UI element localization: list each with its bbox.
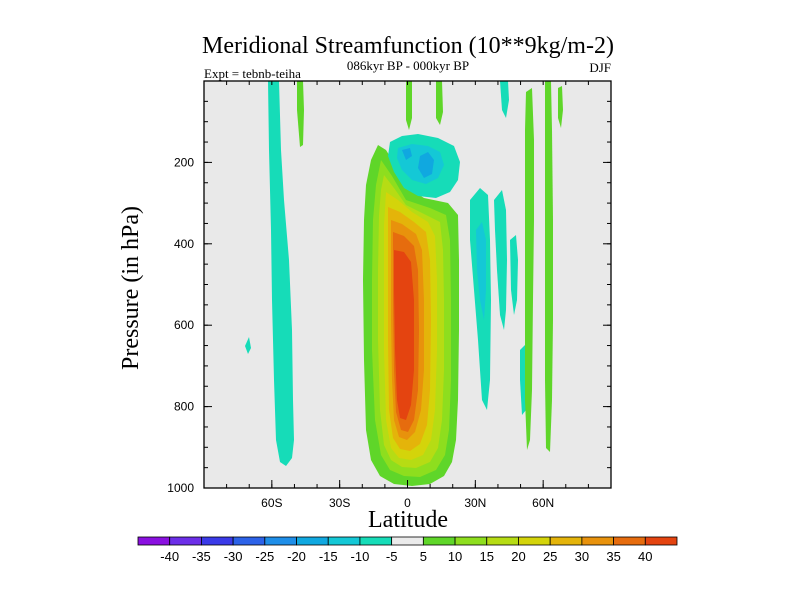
colorbar-label: -25	[255, 549, 274, 564]
northern-negative-top	[500, 81, 509, 118]
y-tick-label: 600	[174, 318, 194, 332]
chart-title: Meridional Streamfunction (10**9kg/m-2)	[202, 33, 614, 59]
colorbar-label: -20	[287, 549, 306, 564]
x-tick-label: 30S	[329, 496, 350, 510]
colorbar-label: 10	[448, 549, 462, 564]
colorbar-label: 30	[575, 549, 589, 564]
southern-negative-blip	[245, 337, 251, 354]
colorbar-swatch	[422, 536, 456, 546]
northern-negative-band-1-core	[476, 222, 486, 320]
colorbar-label: 20	[511, 549, 525, 564]
upper-cell-level-15b	[402, 148, 412, 160]
y-tick-label: 400	[174, 237, 194, 251]
x-axis: 60S 30S 0 30N 60N	[203, 81, 612, 510]
equatorial-top-streak-1	[406, 81, 412, 130]
plot-area	[203, 80, 612, 489]
tropical-positive-cell	[363, 145, 459, 486]
x-tick-label: 0	[404, 496, 411, 510]
y-tick-label: 200	[174, 155, 194, 169]
colorbar-swatch	[169, 536, 202, 546]
colorbar-swatch	[486, 536, 519, 546]
southern-positive-streak	[297, 81, 304, 147]
y-axis: 200 400 600 800 1000	[167, 80, 611, 495]
upper-cell-level-15	[418, 152, 434, 178]
colorbar: -40 -35 -30 -25 -20 -15 -10 -5 5 10 15 20 25 30 35 40	[137, 536, 678, 564]
colorbar-swatch	[613, 536, 646, 546]
y-tick-label: 800	[174, 400, 194, 414]
colorbar-label: -15	[319, 549, 338, 564]
colorbar-label: 40	[638, 549, 652, 564]
northern-positive-streak-1	[525, 88, 534, 450]
colorbar-swatch	[201, 536, 234, 546]
colorbar-swatch	[296, 536, 329, 546]
colorbar-label: 15	[480, 549, 494, 564]
colorbar-swatch	[581, 536, 614, 546]
colorbar-swatch	[454, 536, 488, 546]
colorbar-swatch	[232, 536, 266, 546]
chart-subtitle: 086kyr BP - 000kyr BP	[347, 58, 469, 73]
colorbar-swatch	[264, 536, 297, 546]
colorbar-swatch	[359, 536, 393, 546]
colorbar-label: -10	[351, 549, 370, 564]
northern-negative-band-3	[510, 235, 518, 315]
colorbar-swatch	[518, 536, 551, 546]
colorbar-swatch	[137, 536, 171, 546]
upper-negative-cell	[388, 134, 460, 198]
y-axis-label: Pressure (in hPa)	[118, 206, 144, 370]
colorbar-swatch	[549, 536, 583, 546]
northern-positive-streak-3	[558, 86, 563, 128]
colorbar-label: 25	[543, 549, 557, 564]
colorbar-label: -35	[192, 549, 211, 564]
x-axis-label: Latitude	[368, 507, 448, 533]
northern-positive-streak-2	[545, 81, 553, 452]
northern-negative-band-2	[494, 190, 507, 330]
x-tick-label: 30N	[464, 496, 486, 510]
colorbar-label: 5	[420, 549, 427, 564]
experiment-annotation: Expt = tebnb-teiha	[204, 66, 301, 81]
colorbar-label: -30	[224, 549, 243, 564]
colorbar-swatch	[327, 536, 361, 546]
colorbar-label: -40	[160, 549, 179, 564]
colorbar-swatch	[644, 536, 678, 546]
x-tick-label: 60S	[261, 496, 282, 510]
southern-negative-band	[268, 81, 294, 466]
colorbar-label: 35	[606, 549, 620, 564]
x-tick-label: 60N	[532, 496, 554, 510]
colorbar-label: -5	[386, 549, 398, 564]
equatorial-top-streak-2	[436, 81, 443, 125]
colorbar-swatch	[391, 536, 424, 546]
y-tick-label: 1000	[167, 481, 194, 495]
cell-level-40	[394, 250, 414, 420]
season-annotation: DJF	[589, 60, 611, 75]
